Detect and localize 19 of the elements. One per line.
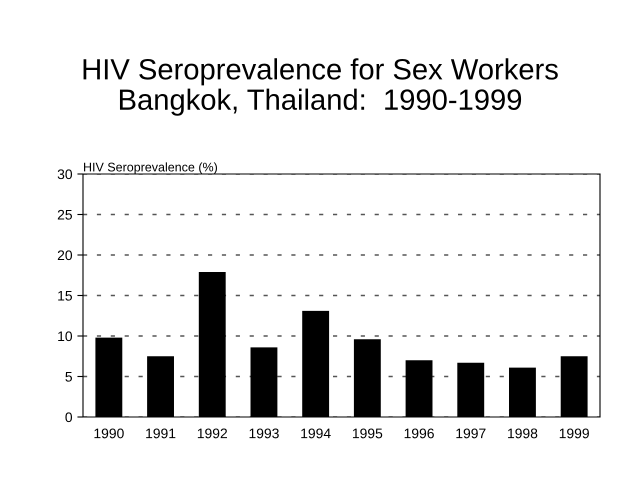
chart-title: HIV Seroprevalence for Sex Workers Bangkok, Thailand: 1990-1999	[84, 58, 558, 116]
y-axis-title: HIV Seroprevalence (%)	[84, 162, 217, 174]
y-tick-label: 25	[58, 210, 72, 220]
x-tick-label: 1990	[94, 428, 124, 438]
x-tick-label: 1991	[146, 428, 176, 438]
y-tick-label: 15	[58, 290, 72, 301]
y-tick-label: 10	[58, 331, 72, 342]
x-tick-label: 1994	[301, 428, 331, 438]
x-tick-label: 1999	[560, 428, 589, 438]
x-tick-label: 1995	[352, 428, 382, 438]
y-tick-label: 30	[58, 169, 72, 180]
x-tick-label: 1992	[198, 428, 228, 438]
x-tick-label: 1993	[250, 428, 279, 438]
x-tick-label: 1998	[508, 428, 538, 438]
x-tick-label: 1996	[404, 428, 434, 438]
y-tick-label: 5	[65, 372, 72, 382]
y-tick-label: 20	[58, 250, 72, 260]
x-tick-label: 1997	[456, 428, 486, 438]
y-tick-label: 0	[65, 412, 72, 422]
